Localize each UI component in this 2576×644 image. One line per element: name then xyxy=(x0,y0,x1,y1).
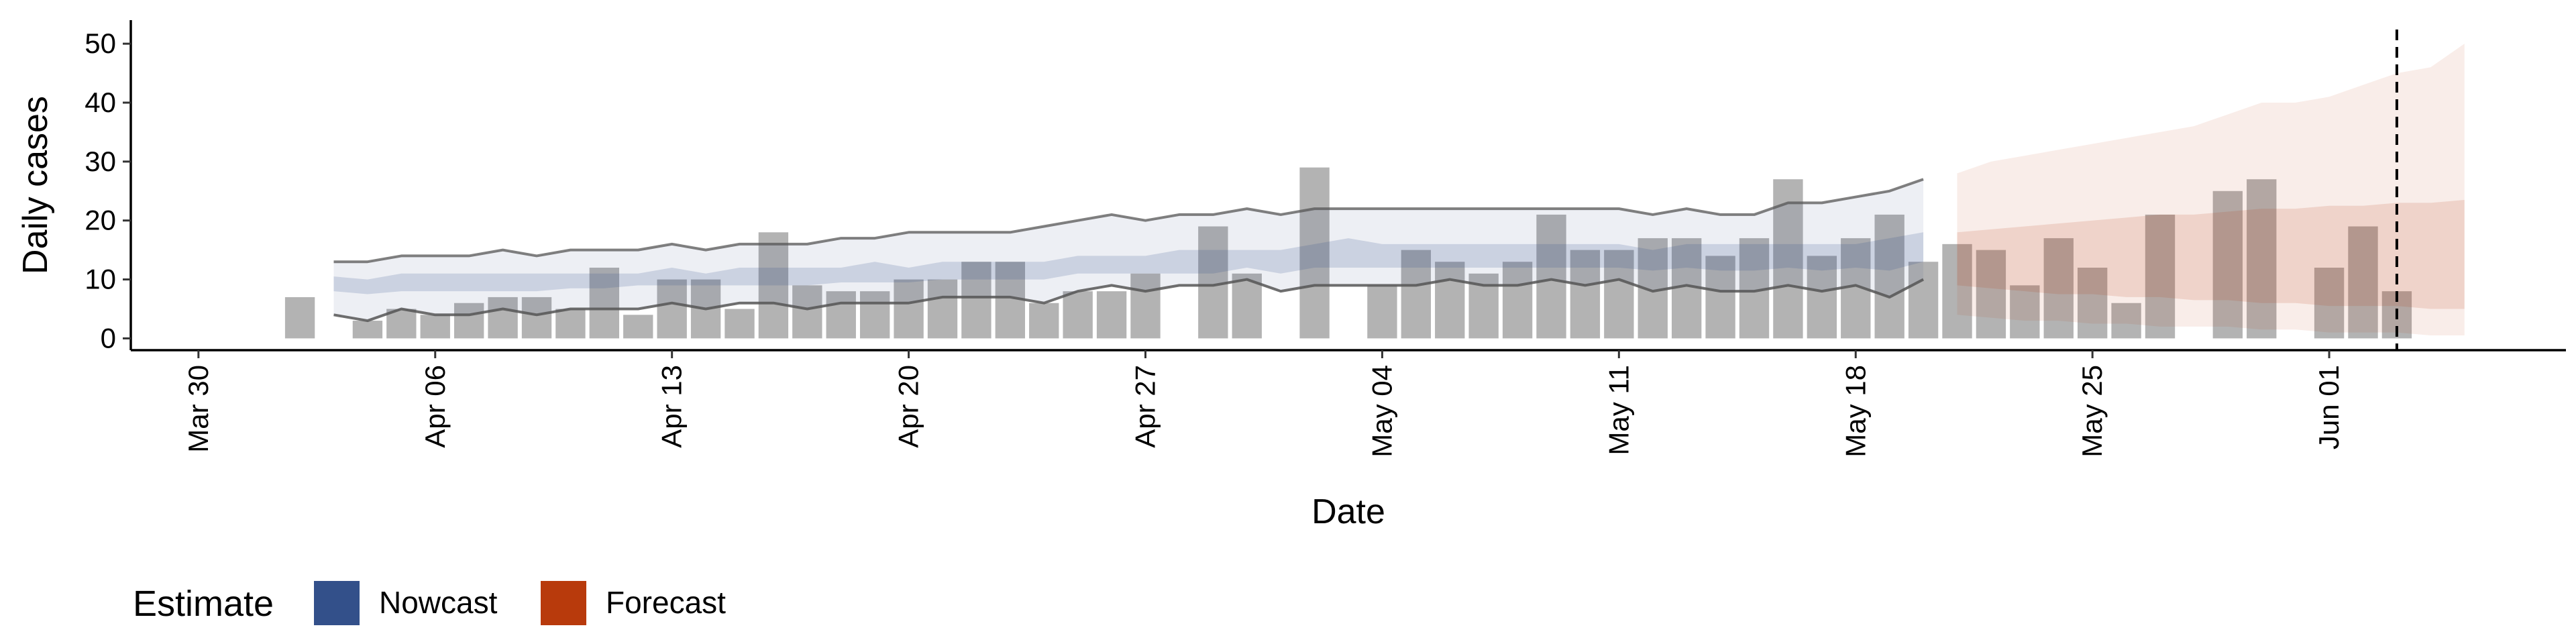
observed-bar xyxy=(1908,262,1939,339)
observed-bar xyxy=(521,297,552,339)
observed-bar xyxy=(1705,256,1735,339)
observed-bar xyxy=(894,279,924,339)
observed-bar xyxy=(453,303,484,339)
observed-bar xyxy=(1232,273,1262,339)
observed-bar xyxy=(1029,303,1059,339)
observed-bar xyxy=(623,315,653,339)
observed-bar xyxy=(1063,291,1093,339)
observed-bar xyxy=(1299,167,1330,339)
nowcast-lower-line xyxy=(333,278,1925,323)
observed-bar xyxy=(657,279,687,339)
observed-bar xyxy=(284,297,315,339)
x-tick-label: Apr 06 xyxy=(419,365,451,448)
x-axis-ticks: Mar 30 Apr 06 Apr 13 Apr 20 Apr 27 May 04 May … xyxy=(182,350,2345,458)
observed-bar xyxy=(2111,303,2141,339)
x-tick-label: May 04 xyxy=(1366,365,1397,458)
observed-bar xyxy=(2314,268,2345,339)
observed-bar xyxy=(1367,285,1397,339)
x-tick-label: May 11 xyxy=(1603,365,1634,455)
observed-bar xyxy=(961,262,991,339)
x-axis-title: Date xyxy=(1311,492,1385,531)
legend-label-forecast: Forecast xyxy=(606,585,726,620)
y-tick-label: 10 xyxy=(85,264,116,295)
observed-bar xyxy=(792,285,822,339)
observed-bar xyxy=(1401,250,1432,339)
x-tick-label: Apr 27 xyxy=(1130,365,1161,448)
observed-bar xyxy=(2043,238,2074,339)
observed-bar xyxy=(2010,285,2040,339)
nowcast-band-50 xyxy=(333,232,1924,294)
observed-bar xyxy=(1536,214,1566,339)
observed-bar xyxy=(859,291,890,339)
observed-bar xyxy=(1096,291,1127,339)
legend-label-nowcast: Nowcast xyxy=(379,585,498,620)
observed-bar xyxy=(2348,226,2378,339)
y-axis-ticks: 0 10 20 30 40 50 xyxy=(85,28,131,354)
observed-bar xyxy=(758,232,789,339)
x-tick-label: May 18 xyxy=(1839,365,1871,458)
x-tick-label: May 25 xyxy=(2076,365,2108,458)
observed-bar xyxy=(1942,244,1972,339)
estimate-bands xyxy=(333,44,2465,336)
observed-bar xyxy=(352,321,383,339)
observed-bar xyxy=(1976,250,2006,339)
observed-bar xyxy=(386,309,417,339)
y-axis-title: Daily cases xyxy=(16,96,55,274)
observed-bar xyxy=(2247,179,2277,339)
observed-bar xyxy=(1604,250,1634,339)
interval-bound-lines xyxy=(333,178,1925,323)
nowcast-upper-line xyxy=(333,178,1924,264)
forecast-band-90 xyxy=(1957,44,2465,336)
legend: Estimate Nowcast Forecast xyxy=(133,581,726,625)
observed-bar xyxy=(1874,214,1904,339)
x-tick-label: Mar 30 xyxy=(182,365,214,453)
y-tick-label: 20 xyxy=(85,205,116,236)
legend-key-forecast xyxy=(541,581,586,625)
observed-bar xyxy=(1130,273,1161,339)
observed-bar xyxy=(724,309,755,339)
observed-bar xyxy=(1435,262,1465,339)
observed-bar xyxy=(1502,262,1533,339)
legend-title: Estimate xyxy=(133,584,274,624)
x-tick-label: Apr 13 xyxy=(656,365,688,448)
legend-key-nowcast xyxy=(314,581,360,625)
y-tick-label: 40 xyxy=(85,87,116,118)
observed-bar xyxy=(1570,250,1601,339)
observed-bar xyxy=(488,297,518,339)
y-tick-label: 30 xyxy=(85,146,116,177)
x-tick-label: Jun 01 xyxy=(2313,365,2345,449)
observed-bar xyxy=(927,279,958,339)
observed-bar xyxy=(2077,268,2108,339)
observed-bar xyxy=(589,268,620,339)
observed-bar xyxy=(826,291,856,339)
observed-bar xyxy=(2145,214,2176,339)
observed-bar xyxy=(1807,256,1837,339)
observed-bar xyxy=(555,309,586,339)
y-tick-label: 50 xyxy=(85,28,116,59)
x-tick-label: Apr 20 xyxy=(893,365,924,448)
observed-bar xyxy=(420,315,450,339)
y-tick-label: 0 xyxy=(101,322,116,354)
nowcast-band-90 xyxy=(333,179,1924,321)
observed-bar xyxy=(2212,191,2243,339)
forecast-band-50 xyxy=(1957,199,2465,309)
